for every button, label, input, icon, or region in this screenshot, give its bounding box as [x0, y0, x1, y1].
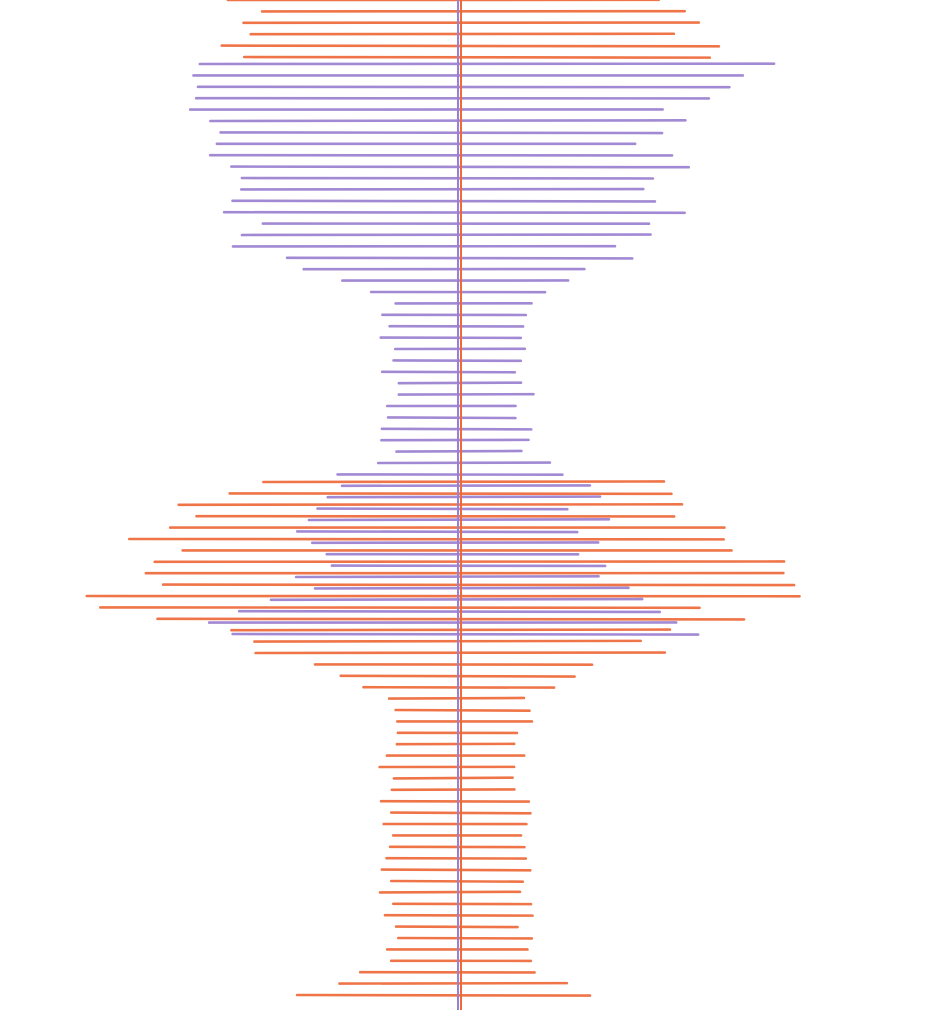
purple-stroke: [294, 574, 600, 579]
purple-stroke: [380, 427, 533, 431]
purple-stroke: [240, 176, 655, 180]
purple-stroke: [386, 416, 517, 420]
purple-stroke: [231, 199, 657, 203]
purple-stroke: [316, 507, 569, 511]
orange-stroke: [220, 44, 721, 48]
purple-stroke: [222, 210, 686, 215]
orange-stroke: [387, 696, 526, 700]
purple-stroke: [209, 119, 687, 123]
orange-stroke: [380, 868, 532, 872]
purple-stroke: [285, 256, 634, 260]
purple-stroke: [397, 381, 523, 385]
purple-stroke: [313, 586, 630, 590]
purple-stroke: [237, 609, 661, 614]
orange-stroke: [230, 628, 672, 632]
purple-stroke: [219, 131, 664, 135]
purple-stroke: [295, 530, 579, 534]
orange-stroke: [295, 993, 592, 997]
orange-stroke: [156, 617, 746, 621]
purple-stroke: [326, 495, 602, 499]
orange-stroke: [394, 708, 531, 713]
purple-stroke: [269, 597, 644, 602]
orange-stroke: [253, 639, 642, 643]
orange-stroke: [392, 776, 514, 780]
orange-stroke: [262, 480, 666, 484]
orange-stroke: [378, 890, 522, 894]
orange-stroke: [242, 55, 712, 59]
purple-stroke: [231, 632, 700, 636]
